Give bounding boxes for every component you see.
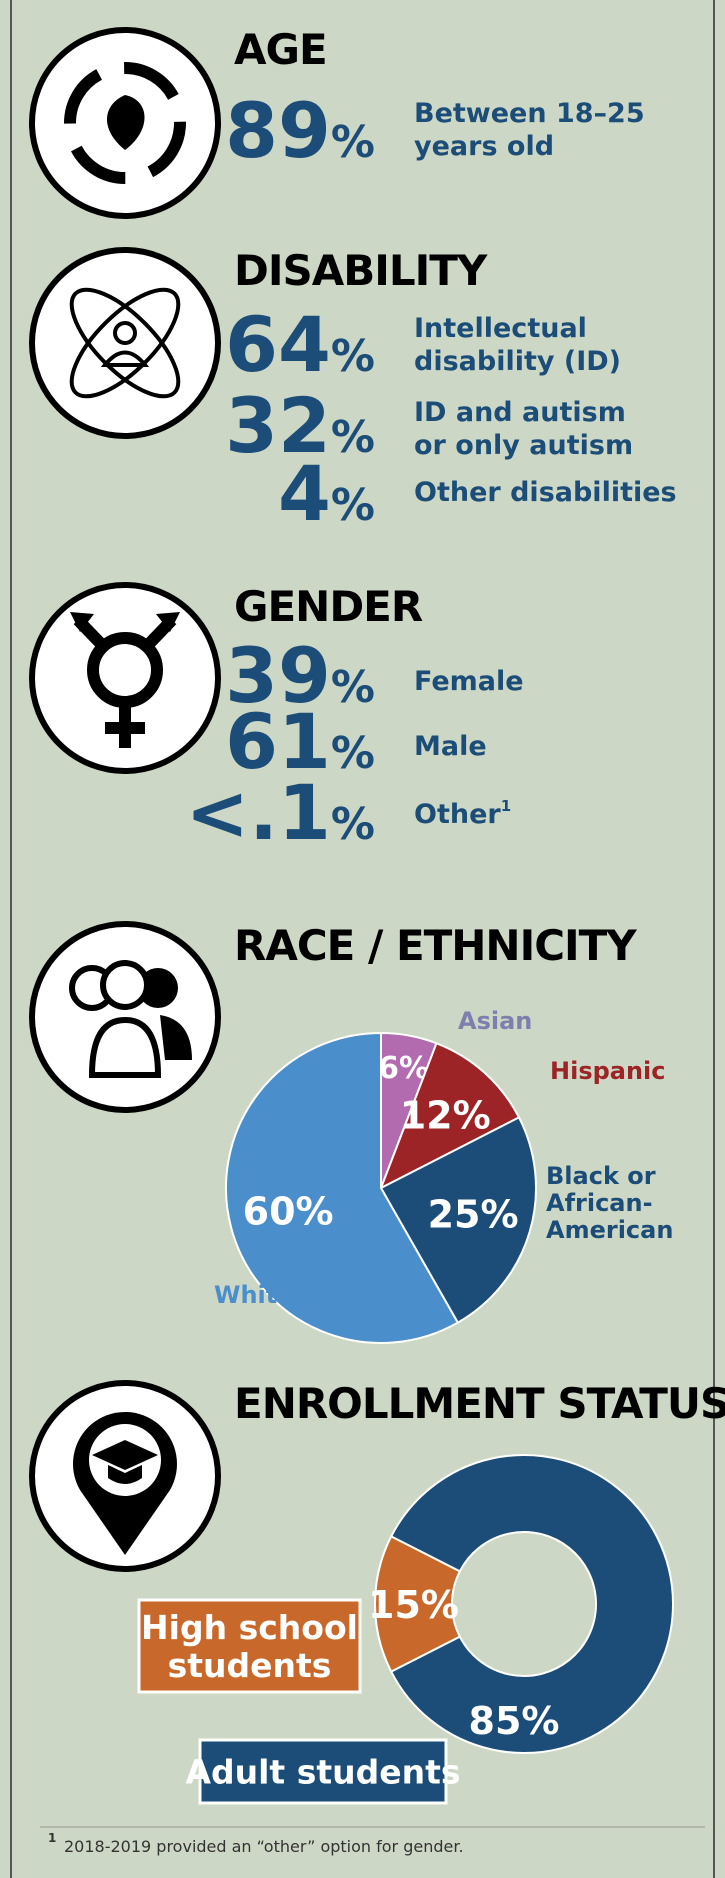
stat-label: years old (414, 131, 554, 162)
pie-slice (379, 1041, 521, 1191)
legend-label: Adult students (185, 1753, 460, 1792)
age-icon (29, 27, 221, 219)
value-label: 15% (368, 1583, 459, 1627)
stat-value: 39% (225, 631, 375, 720)
stat-value: <.1% (185, 768, 375, 857)
stat-label: Female (414, 666, 524, 697)
legend-label: students (168, 1646, 332, 1685)
stat-number: 61 (225, 697, 331, 786)
stat-label: Male (414, 731, 487, 762)
stat-value: 32% (225, 381, 375, 470)
stat-unit: % (331, 412, 375, 463)
pie-slice (225, 1031, 460, 1344)
stat-unit: % (331, 331, 375, 382)
donut-segment (389, 1454, 674, 1754)
category-label: Asian (458, 1007, 532, 1035)
value-label: 12% (400, 1094, 491, 1138)
race-icon (29, 921, 221, 1113)
category-label: American (546, 1216, 673, 1244)
category-label: White (214, 1281, 294, 1309)
stat-value: 4% (278, 449, 375, 538)
stat-value: 89% (225, 86, 375, 175)
legend-label: High school (141, 1608, 358, 1647)
footnote-mark: 1 (48, 1831, 56, 1845)
value-label: 25% (428, 1192, 519, 1236)
legend-box (198, 1738, 448, 1805)
stat-unit: % (331, 728, 375, 779)
value-label: 85% (469, 1699, 560, 1743)
category-label: African- (546, 1189, 653, 1217)
stat-label: Between 18–25 (414, 98, 645, 129)
stat-label: Other disabilities (414, 477, 677, 508)
stat-number: 64 (225, 300, 331, 389)
stat-number: 89 (225, 86, 331, 175)
section-title: AGE (234, 25, 327, 74)
stat-label: Other1 (414, 797, 511, 830)
stat-number: 39 (225, 631, 331, 720)
footnote-ref: 1 (501, 797, 511, 815)
section-title: GENDER (234, 582, 423, 631)
chart-title: ENROLLMENT STATUS (234, 1379, 725, 1428)
stat-value: 64% (225, 300, 375, 389)
chart-title: RACE / ETHNICITY (234, 921, 637, 970)
value-label: 60% (243, 1190, 334, 1234)
stat-label: or only autism (414, 430, 633, 461)
stat-number: 32 (225, 381, 331, 470)
stat-number: <.1 (185, 768, 330, 857)
stat-number: 4 (278, 449, 331, 538)
stat-unit: % (331, 662, 375, 713)
gender-icon (29, 582, 221, 774)
category-label: Black or (546, 1162, 656, 1190)
stat-label: ID and autism (414, 397, 626, 428)
stat-unit: % (331, 799, 375, 850)
footnote: 2018-2019 provided an “other” option for… (64, 1837, 464, 1856)
pie-slice (379, 1116, 537, 1324)
stat-unit: % (331, 117, 375, 168)
disability-icon (29, 247, 221, 439)
value-label: 6% (378, 1051, 429, 1086)
stat-label: Intellectual (414, 313, 587, 344)
category-label: Hispanic (550, 1057, 666, 1085)
enrollment-icon (29, 1380, 221, 1572)
legend-box (137, 1598, 362, 1694)
stat-label: disability (ID) (414, 346, 621, 377)
stat-unit: % (331, 480, 375, 531)
stat-value: 61% (225, 697, 375, 786)
section-title: DISABILITY (234, 246, 488, 295)
